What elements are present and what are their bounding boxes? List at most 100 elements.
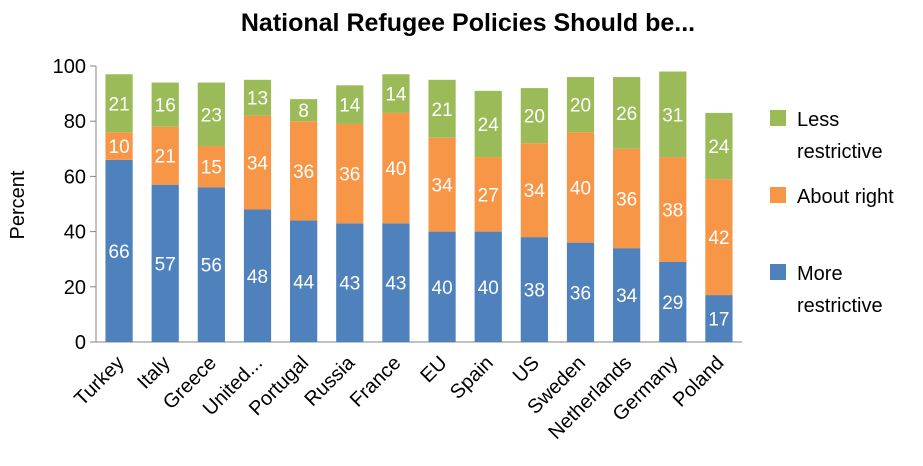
data-label: 36 xyxy=(616,189,637,210)
data-label: 36 xyxy=(339,165,360,186)
data-label: 48 xyxy=(247,267,268,288)
data-label: 13 xyxy=(247,89,268,110)
bar-segment xyxy=(613,248,641,342)
bar-segment xyxy=(520,88,548,144)
data-label: 17 xyxy=(708,310,729,331)
legend-item: About right xyxy=(770,186,894,208)
data-label: 34 xyxy=(524,181,546,202)
bar-segment xyxy=(705,295,733,342)
legend-label: restrictive xyxy=(797,295,883,317)
bar-segment xyxy=(428,79,456,138)
data-label: 34 xyxy=(432,176,454,197)
bar-segment xyxy=(428,231,456,342)
bar-segment xyxy=(243,209,272,342)
bar-segment xyxy=(243,115,272,210)
x-tick-label: US xyxy=(509,352,544,387)
y-tick-label: 0 xyxy=(75,332,86,354)
data-label: 24 xyxy=(708,137,730,158)
data-label: 29 xyxy=(662,293,683,314)
data-label: 21 xyxy=(155,147,176,168)
data-label: 42 xyxy=(708,228,729,249)
data-label: 16 xyxy=(155,96,176,117)
data-label: 20 xyxy=(524,107,545,128)
bar-segment xyxy=(382,74,410,113)
bar-segment xyxy=(243,79,272,116)
data-label: 15 xyxy=(201,158,222,179)
legend-label: About right xyxy=(797,186,894,208)
x-tick-label: Poland xyxy=(669,352,729,412)
data-label: 31 xyxy=(662,105,683,126)
bar-segment xyxy=(705,112,733,180)
data-label: 40 xyxy=(570,178,591,199)
bar-segment xyxy=(382,112,410,224)
data-label: 40 xyxy=(385,159,406,180)
y-axis-label: Percent xyxy=(7,170,29,239)
y-tick-label: 40 xyxy=(64,222,86,244)
data-label: 14 xyxy=(339,96,361,117)
data-label: 8 xyxy=(298,101,309,122)
bar-segment xyxy=(290,99,318,122)
bar-segment xyxy=(105,159,133,342)
bar-segment xyxy=(290,220,318,342)
bar-segment xyxy=(474,90,502,158)
legend-item: Less restrictive xyxy=(770,109,883,163)
bar-segment xyxy=(566,242,595,342)
data-label: 34 xyxy=(616,286,638,307)
bar-segment xyxy=(566,132,595,243)
x-tick-label: Italy xyxy=(133,352,174,393)
data-label: 43 xyxy=(339,274,360,295)
legend: Less restrictive About right More restrictiv… xyxy=(770,109,894,317)
bar-segment xyxy=(566,77,595,133)
bar-segment xyxy=(382,223,410,342)
bar-segment xyxy=(705,179,733,296)
x-tick-label: Spain xyxy=(446,352,498,404)
bar-segment xyxy=(336,123,364,224)
y-tick-label: 20 xyxy=(64,277,86,299)
bar-segment xyxy=(659,71,687,158)
data-label: 14 xyxy=(385,85,407,106)
bar-segment xyxy=(474,157,502,232)
x-tick-label: Turkey xyxy=(70,352,128,410)
data-label: 40 xyxy=(432,278,453,299)
data-label: 38 xyxy=(524,281,545,302)
legend-swatch xyxy=(770,264,786,280)
bar-segment xyxy=(197,82,225,147)
plot-area: 0 20 40 60 80 100 66 10 21 Turkey 57 21 16 Italy 56 15 2… xyxy=(53,56,742,444)
data-label: 20 xyxy=(570,96,591,117)
data-label: 24 xyxy=(478,115,500,136)
bar-segment xyxy=(151,184,179,342)
data-label: 40 xyxy=(478,278,499,299)
data-label: 21 xyxy=(109,94,130,115)
data-label: 44 xyxy=(293,272,315,293)
data-label: 56 xyxy=(201,256,222,277)
bar-segment xyxy=(520,237,548,342)
y-tick-label: 60 xyxy=(64,166,86,188)
bar-segment xyxy=(613,77,641,149)
bar-segment xyxy=(151,126,179,185)
bar-segment xyxy=(336,223,364,342)
data-label: 27 xyxy=(478,185,499,206)
chart-title: National Refugee Policies Should be... xyxy=(241,9,695,37)
bar-segment xyxy=(428,137,456,232)
data-label: 36 xyxy=(570,283,591,304)
y-tick-label: 80 xyxy=(64,111,86,133)
legend-item: More restrictive xyxy=(770,263,883,317)
bar-segment xyxy=(290,121,318,221)
bar-segment xyxy=(520,143,548,238)
bar-segment xyxy=(197,146,225,188)
bar-segment xyxy=(659,261,687,342)
data-label: 21 xyxy=(432,100,453,121)
bar-segment xyxy=(151,82,179,127)
legend-swatch xyxy=(770,110,786,126)
bar-segment xyxy=(105,132,133,160)
data-label: 34 xyxy=(247,154,269,175)
data-label: 57 xyxy=(155,254,176,275)
bar-segment xyxy=(336,85,364,124)
x-tick-label: France xyxy=(346,352,406,412)
legend-swatch xyxy=(770,187,786,203)
bar-segment xyxy=(105,74,133,133)
x-tick-label: EU xyxy=(416,352,451,387)
data-label: 23 xyxy=(201,105,222,126)
bar-segment xyxy=(659,157,687,262)
